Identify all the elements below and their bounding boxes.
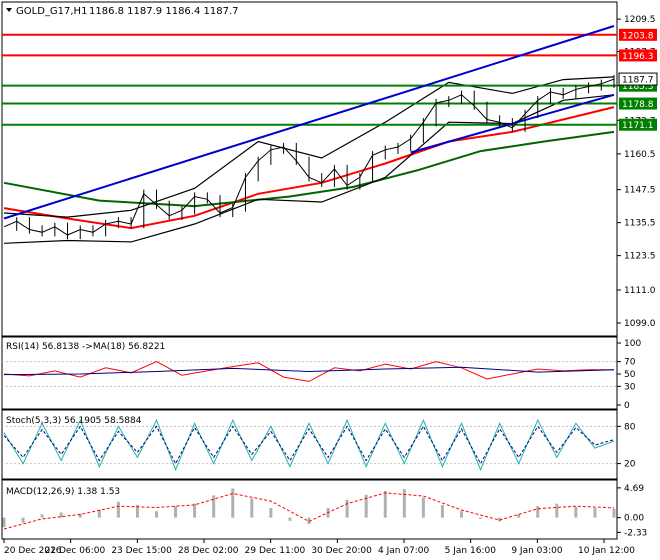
channel-line <box>3 25 615 220</box>
time-tick-label: 30 Dec 20:00 <box>311 546 372 556</box>
macd-plot: 4.69 0.00 -2.33 <box>2 484 647 538</box>
stoch-series-line <box>3 425 615 465</box>
macd-tick-label: 4.69 <box>624 484 644 494</box>
time-tick-label: 22 Dec 06:00 <box>45 546 106 556</box>
price-tick-label: 1135.5 <box>624 219 656 229</box>
level-label: 1185.3 <box>622 82 654 92</box>
price-tick-label: 1147.5 <box>624 186 656 196</box>
time-tick-label: 5 Jan 16:00 <box>445 546 497 556</box>
level-label: 1203.8 <box>622 31 654 41</box>
level-label-box <box>619 97 657 110</box>
current-price-box <box>618 72 658 86</box>
macd-signal-line <box>3 492 615 530</box>
time-tick-label: 23 Dec 15:00 <box>111 546 172 556</box>
price-axis: 1209.51197.71185.31172.71160.51147.51135… <box>617 15 658 329</box>
price-tick-label: 1160.5 <box>624 150 656 160</box>
price-tick-label: 1099.0 <box>624 319 656 329</box>
rsi-tick-label: 30 <box>624 382 636 392</box>
macd-title: MACD(12,26,9) 1.38 1.53 <box>6 487 120 497</box>
stoch-series-line <box>3 418 615 472</box>
price-overlay-line <box>3 94 615 244</box>
ohlc-readout: 1186.8 1187.9 1186.4 1187.7 <box>89 6 239 17</box>
time-tick-label: 10 Jan 12:00 <box>578 546 635 556</box>
level-label-box <box>619 49 657 62</box>
symbol-label: GOLD_G17,H1 <box>16 6 87 17</box>
price-tick-label: 1123.5 <box>624 252 656 262</box>
time-tick-label: 20 Dec 2016 <box>4 546 62 556</box>
price-tick-label: 1111.0 <box>624 286 656 296</box>
time-tick-label: 28 Dec 02:00 <box>178 546 239 556</box>
rsi-title: RSI(14) 56.8138 ->MA(18) 56.8221 <box>6 342 165 352</box>
rsi-tick-label: 70 <box>624 358 636 368</box>
chart-header: GOLD_G17,H1 1186.8 1187.9 1186.4 1187.7 <box>6 6 239 17</box>
stoch-panel-frame <box>1 409 618 480</box>
rsi-tick-label: 0 <box>624 401 630 411</box>
time-tick-label: 9 Jan 03:00 <box>511 546 563 556</box>
price-overlay-line <box>3 76 615 218</box>
level-label: 1196.3 <box>622 52 654 62</box>
dropdown-triangle-icon[interactable] <box>6 8 12 12</box>
level-label-box <box>619 118 657 131</box>
time-tick-label: 29 Dec 11:00 <box>245 546 306 556</box>
price-overlay-line <box>3 130 615 208</box>
macd-tick-label: -2.33 <box>624 528 647 538</box>
level-label: 1171.1 <box>622 121 654 131</box>
rsi-tick-label: 100 <box>624 339 641 349</box>
price-line <box>3 78 615 236</box>
rsi-tick-label: 50 <box>624 370 636 380</box>
panel-frames <box>1 1 618 540</box>
time-tick-label: 4 Jan 07:00 <box>378 546 430 556</box>
stoch-plot: 80 20 <box>2 418 636 472</box>
rsi-series-line <box>3 361 615 382</box>
rsi-series-line <box>3 366 615 376</box>
macd-tick-label: 0.00 <box>624 514 644 524</box>
level-label-box <box>619 28 657 41</box>
rsi-plot: 100 70 50 30 0 <box>2 339 641 411</box>
level-label: 1178.8 <box>622 100 654 110</box>
price-plot <box>2 25 617 244</box>
stoch-tick-label: 20 <box>624 460 636 470</box>
stoch-title: Stoch(5,3,3) 56.1905 58.5884 <box>6 416 142 426</box>
stoch-tick-label: 80 <box>624 422 636 432</box>
current-price-label: 1187.7 <box>622 76 654 86</box>
price-tick-label: 1209.5 <box>624 15 656 25</box>
